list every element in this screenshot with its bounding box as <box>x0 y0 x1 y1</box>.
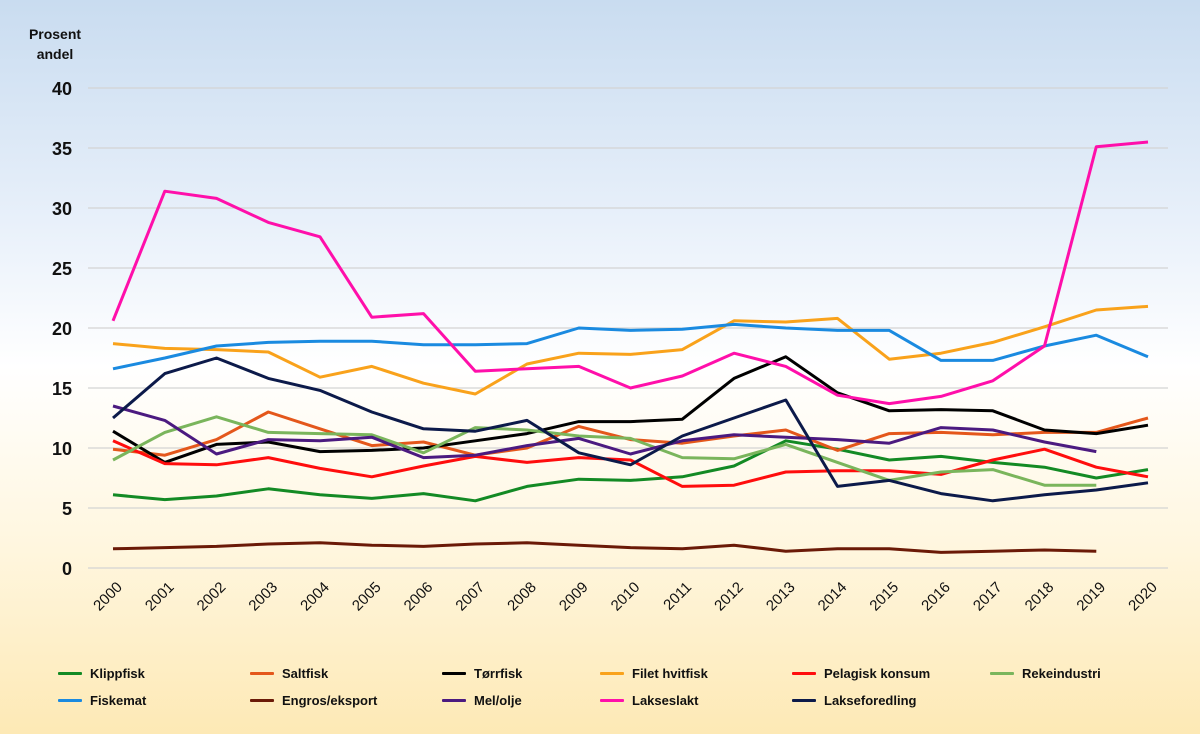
x-tick-label: 2017 <box>970 579 1006 615</box>
legend-item: Pelagisk konsum <box>792 666 930 681</box>
series-line-engros-eksport <box>112 541 1097 554</box>
legend-swatch <box>58 672 82 675</box>
x-tick-label: 2014 <box>815 579 851 615</box>
y-tick-labels: 0 5 10 15 20 25 30 35 40 <box>52 79 72 579</box>
series-line-mel-olje <box>112 404 1097 460</box>
legend-swatch <box>600 699 624 702</box>
legend-label: Klippfisk <box>90 666 145 681</box>
legend-item: Lakseforedling <box>792 693 916 708</box>
x-tick-label: 2013 <box>763 579 799 615</box>
x-tick-label: 2007 <box>452 579 488 615</box>
legend-swatch <box>600 672 624 675</box>
legend-swatch <box>250 672 274 675</box>
y-tick-label: 35 <box>52 139 72 159</box>
legend-item: Tørrfisk <box>442 666 522 681</box>
legend-swatch <box>442 699 466 702</box>
series-line-lakseslakt <box>111 140 1149 406</box>
x-tick-label: 2012 <box>711 579 747 615</box>
series-line-lakseforedling <box>112 356 1149 503</box>
legend-item: Filet hvitfisk <box>600 666 708 681</box>
y-tick-label: 15 <box>52 379 72 399</box>
series-line-pelagisk-konsum <box>112 439 1149 488</box>
x-tick-label: 2015 <box>866 579 902 615</box>
series-lines <box>111 140 1149 554</box>
y-tick-label: 5 <box>62 499 72 519</box>
series-line-klippfisk <box>112 439 1149 503</box>
legend-label: Lakseforedling <box>824 693 917 708</box>
legend-item: Engros/eksport <box>250 693 377 708</box>
y-tick-label: 10 <box>52 439 72 459</box>
legend-item: Klippfisk <box>58 666 145 681</box>
legend-label: Pelagisk konsum <box>824 666 931 681</box>
legend-swatch <box>58 699 82 702</box>
y-axis-title: Prosent andel <box>28 26 82 62</box>
x-tick-label: 2018 <box>1022 579 1058 615</box>
legend-item: Fiskemat <box>58 693 146 708</box>
y-tick-label: 20 <box>52 319 72 339</box>
x-tick-label: 2016 <box>918 579 954 615</box>
legend-item: Rekeindustri <box>990 666 1101 681</box>
y-tick-label: 30 <box>52 199 72 219</box>
legend-label: Tørrfisk <box>474 666 523 681</box>
legend-swatch <box>442 672 466 675</box>
x-tick-label: 2009 <box>556 579 592 615</box>
series-line-t-rrfisk <box>112 355 1149 464</box>
legend-swatch <box>250 699 274 702</box>
x-tick-label: 2004 <box>297 579 333 615</box>
legend-item: Saltfisk <box>250 666 328 681</box>
x-tick-label: 2002 <box>194 579 230 615</box>
x-tick-label: 2010 <box>608 579 644 615</box>
x-tick-label: 2006 <box>401 579 437 615</box>
x-tick-label: 2008 <box>504 579 540 615</box>
legend-label: Lakseslakt <box>632 693 699 708</box>
legend-item: Lakseslakt <box>600 693 699 708</box>
x-tick-label: 2001 <box>142 579 178 615</box>
x-tick-label: 2020 <box>1125 579 1161 615</box>
x-tick-label: 2003 <box>245 579 281 615</box>
x-tick-label: 2005 <box>349 579 385 615</box>
gridlines <box>88 87 1168 569</box>
series-line-filet-hvitfisk <box>112 304 1149 396</box>
x-tick-label: 2011 <box>660 579 695 614</box>
y-tick-label: 25 <box>52 259 72 279</box>
y-tick-label: 0 <box>62 559 72 579</box>
legend-swatch <box>990 672 1014 675</box>
series-line-fiskemat <box>112 322 1149 371</box>
legend-label: Saltfisk <box>282 666 329 681</box>
legend-label: Rekeindustri <box>1022 666 1101 681</box>
legend-label: Mel/olje <box>474 693 522 708</box>
legend-item: Mel/olje <box>442 693 522 708</box>
x-tick-label: 2000 <box>90 579 126 615</box>
x-tick-labels: 2000 2001 2002 2003 2004 2005 2006 2007 2008 2009… <box>90 579 1161 615</box>
y-tick-label: 40 <box>52 79 72 99</box>
x-tick-label: 2019 <box>1073 579 1109 615</box>
series-line-rekeindustri <box>112 415 1097 487</box>
legend-label: Engros/eksport <box>282 693 378 708</box>
legend-label: Fiskemat <box>90 693 147 708</box>
legend-swatch <box>792 699 816 702</box>
legend-swatch <box>792 672 816 675</box>
legend-label: Filet hvitfisk <box>632 666 708 681</box>
